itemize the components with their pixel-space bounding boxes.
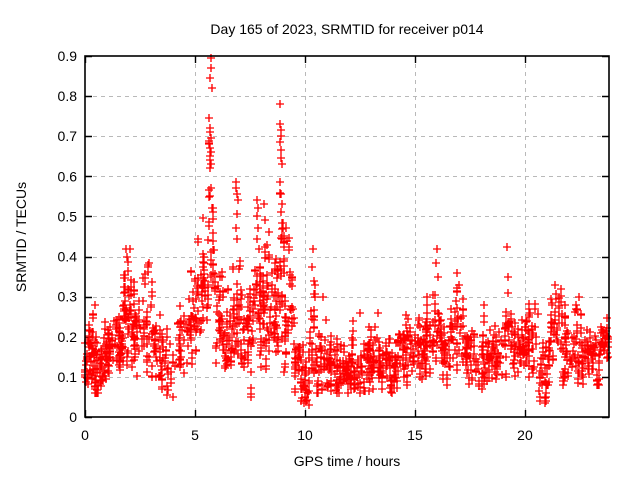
y-tick-label: 0 <box>69 409 77 425</box>
x-tick-label: 5 <box>191 427 199 443</box>
data-points <box>81 54 612 409</box>
y-axis-label: SRMTID / TECUs <box>13 181 29 293</box>
y-tick-label: 0.5 <box>58 208 78 224</box>
x-tick-label: 0 <box>81 427 89 443</box>
chart-title: Day 165 of 2023, SRMTID for receiver p01… <box>210 21 484 37</box>
x-tick-label: 20 <box>517 427 533 443</box>
y-tick-label: 0.3 <box>58 289 78 305</box>
y-tick-label: 0.6 <box>58 168 78 184</box>
x-tick-label: 10 <box>297 427 313 443</box>
y-tick-label: 0.1 <box>58 369 78 385</box>
x-axis-label: GPS time / hours <box>293 453 401 469</box>
y-tick-label: 0.2 <box>58 329 78 345</box>
plot-border <box>84 55 610 418</box>
y-tick-label: 0.4 <box>58 249 78 265</box>
tick-labels: 0 5 10 15 20 0 0.1 0.2 0.3 0.4 0.5 0.6 0.7 0.8 0.9 <box>58 48 533 443</box>
x-tick-label: 15 <box>407 427 423 443</box>
y-tick-label: 0.8 <box>58 88 78 104</box>
y-tick-label: 0.7 <box>58 128 78 144</box>
y-tick-label: 0.9 <box>58 48 78 64</box>
